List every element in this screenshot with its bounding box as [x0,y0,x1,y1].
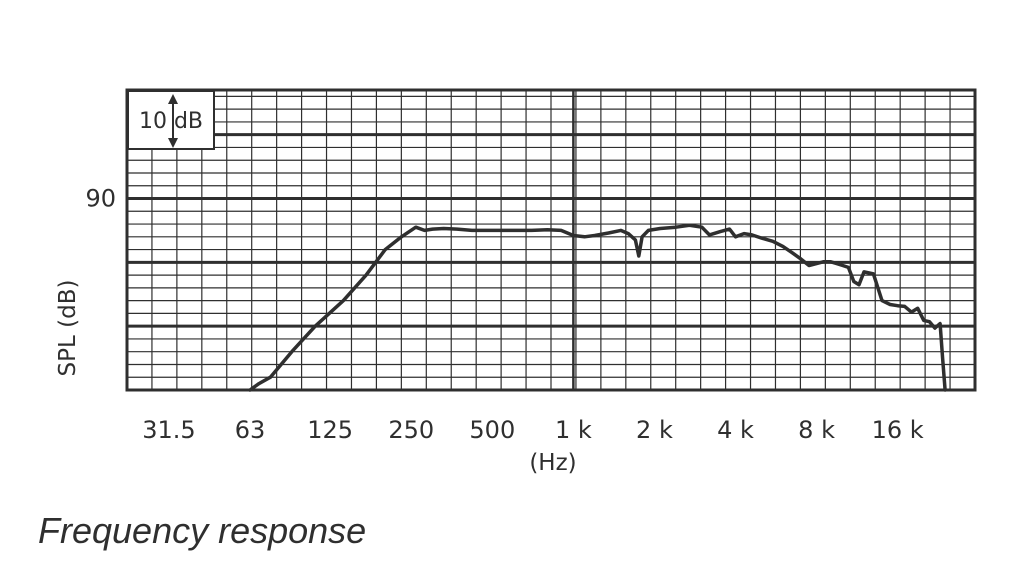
x-tick-label: 125 [307,416,353,444]
x-tick-label: 4 k [717,416,754,444]
scale-marker-arrowhead-down [168,138,178,148]
scale-marker: 10 dB [127,90,215,150]
series-group [248,223,947,392]
scale-marker-label: 10 dB [139,109,203,134]
figure-caption: Frequency response [38,510,367,551]
x-tick-label: 31.5 [142,416,195,444]
y-axis-label: SPL (dB) [55,280,81,377]
scale-marker-arrowhead-up [168,94,178,104]
x-axis-label: (Hz) [529,450,576,476]
y-tick-label: 90 [85,185,116,213]
grid [127,90,975,390]
frequency-response-line [248,223,947,392]
x-tick-label: 500 [469,416,515,444]
x-tick-label: 2 k [636,416,673,444]
x-tick-label: 8 k [798,416,835,444]
y-tick-labels: 90 [85,185,116,213]
frequency-response-chart: 10 dB 31.5 63 125 250 500 1 k 2 k 4 k 8 k 16 k 90… [55,88,977,476]
plot-frame [125,88,977,392]
x-tick-label: 63 [235,416,266,444]
x-tick-label: 1 k [555,416,592,444]
x-tick-label: 250 [388,416,434,444]
x-tick-labels: 31.5 63 125 250 500 1 k 2 k 4 k 8 k 16 k [142,416,924,444]
x-tick-label: 16 k [872,416,924,444]
